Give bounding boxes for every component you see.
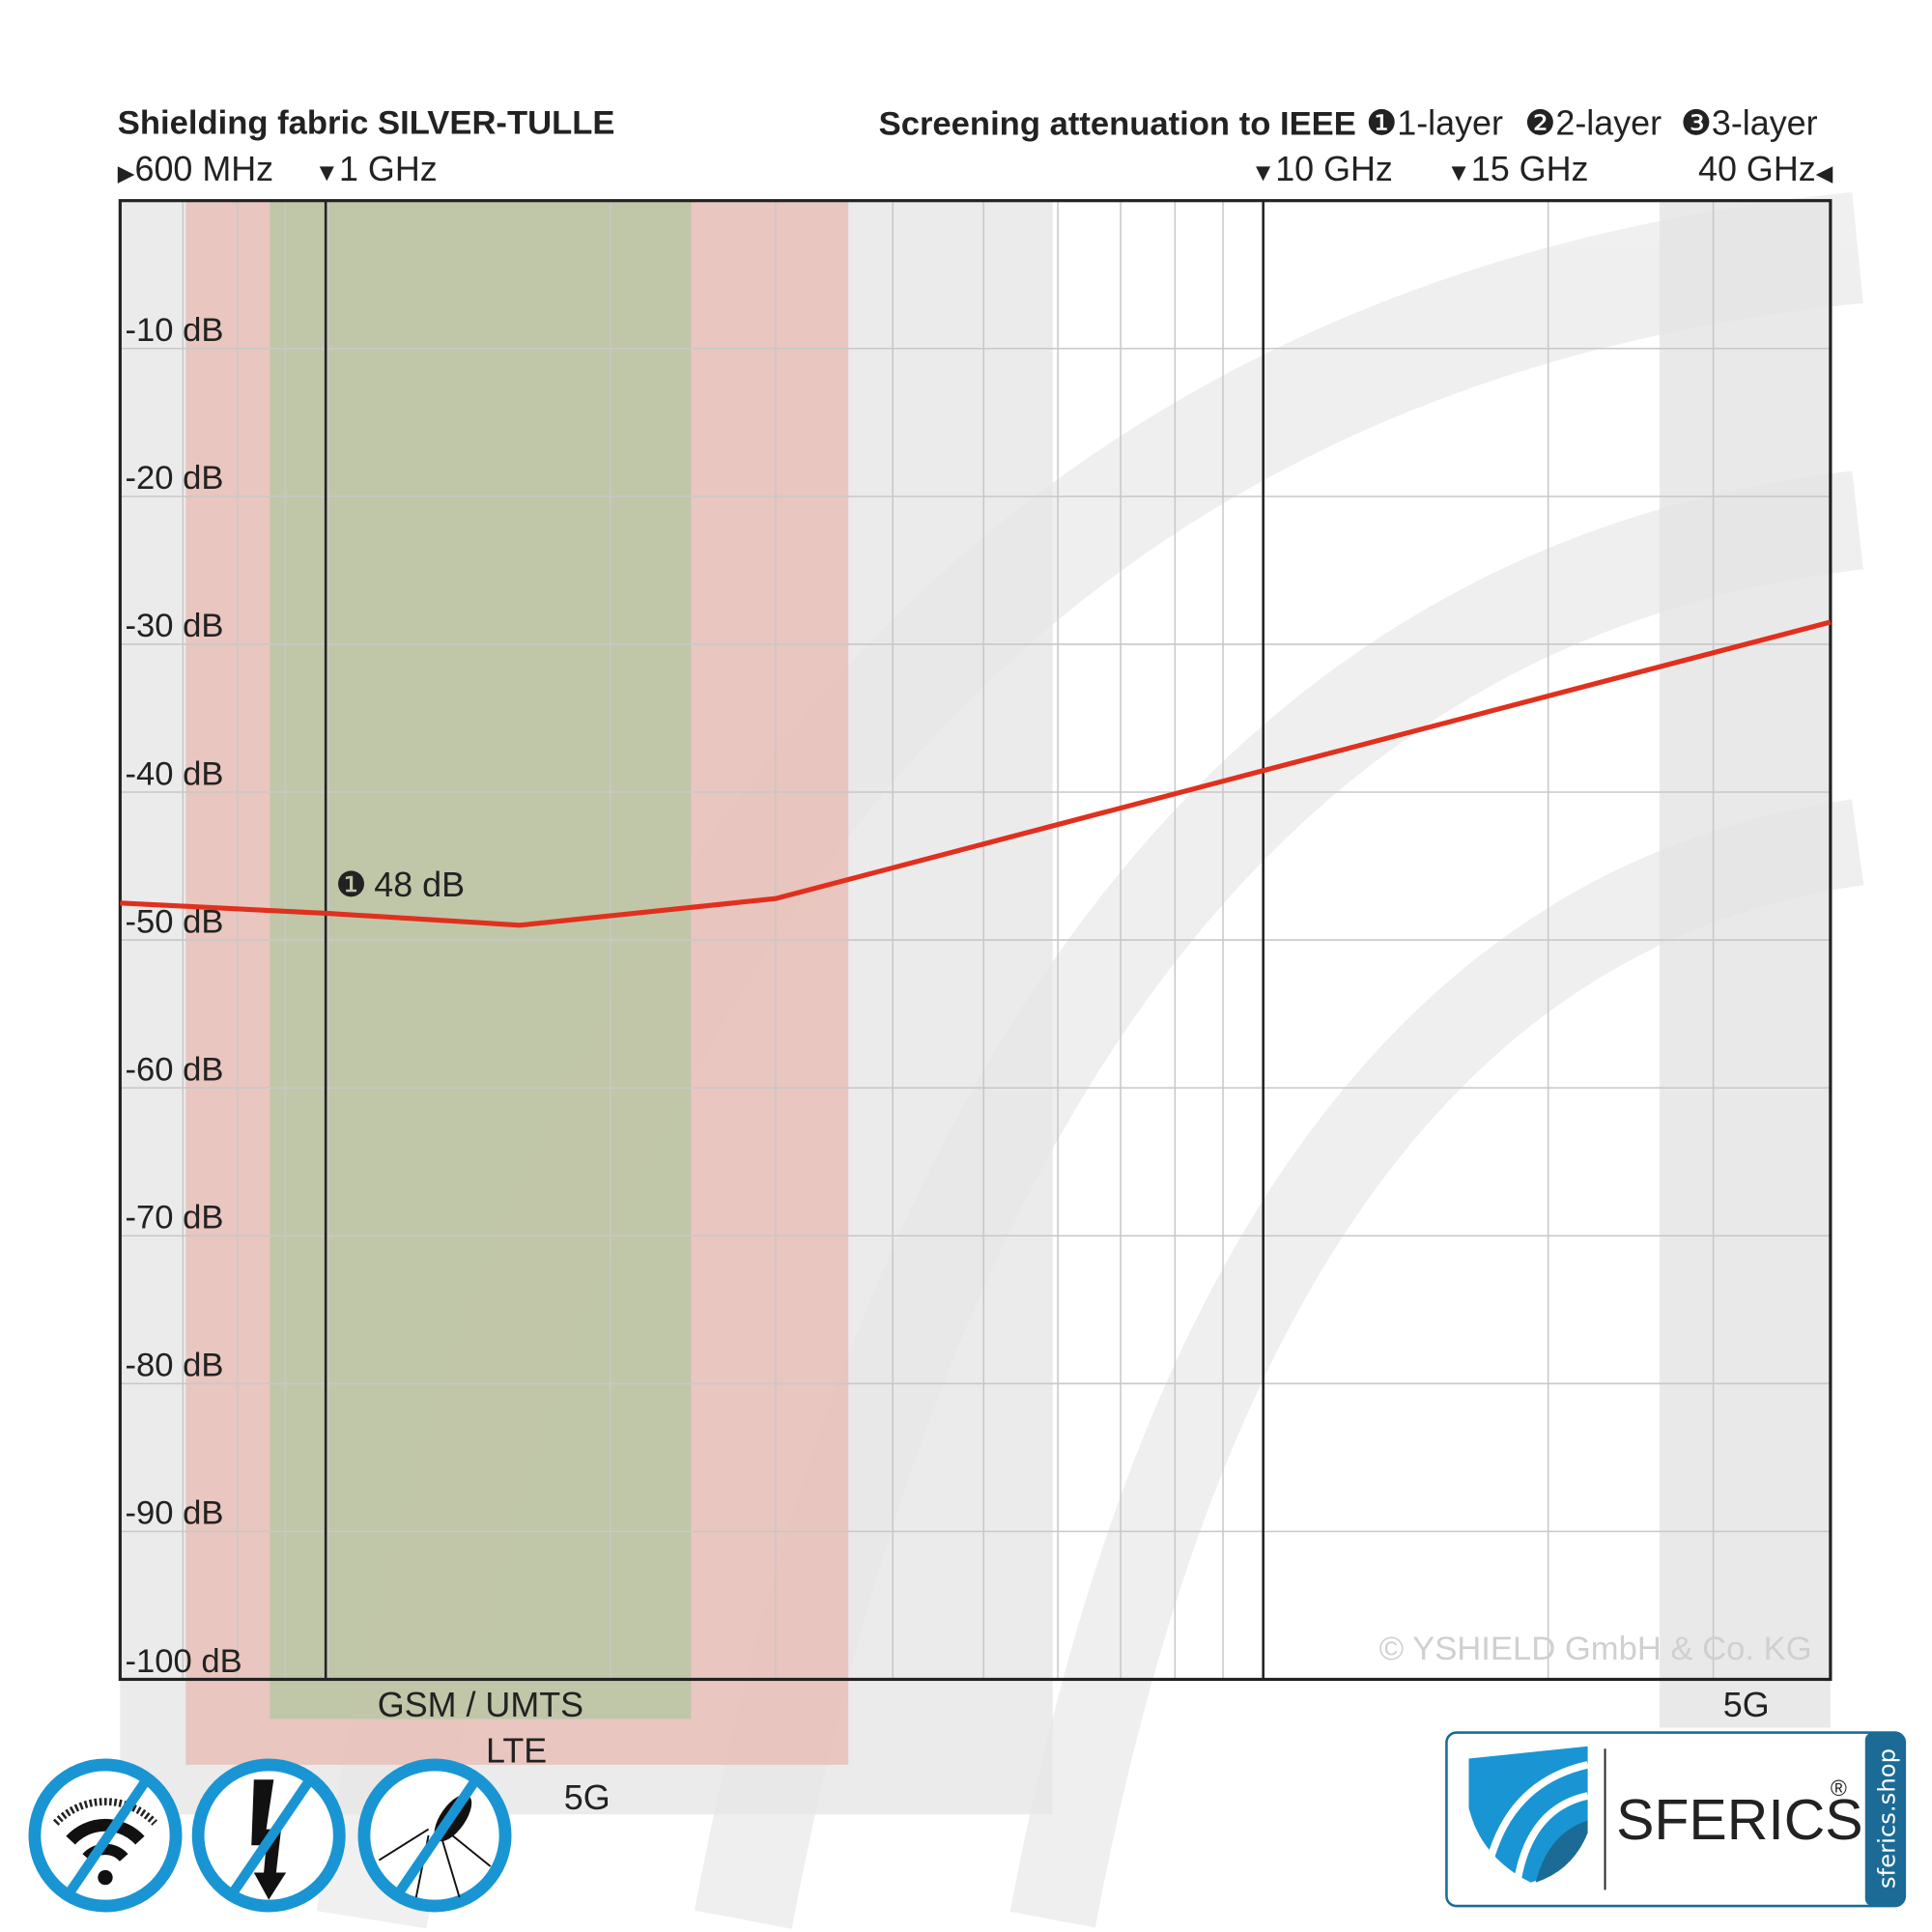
freq-marker-1ghz: ▼1 GHz	[315, 150, 438, 188]
logo-text: SFERICS	[1616, 1789, 1863, 1852]
chart-title: Shielding fabric SILVER-TULLE	[118, 104, 615, 141]
y-tick-label: -70 dB	[125, 1200, 223, 1236]
freq-marker-40ghz: 40 GHz◀	[1698, 150, 1833, 188]
grid	[120, 200, 1831, 1680]
y-tick-label: -20 dB	[125, 460, 223, 497]
band-label-gsm-umts: GSM / UMTS	[378, 1686, 583, 1724]
no-mosquito-icon	[357, 1758, 512, 1913]
series-line-1-layer	[120, 619, 1832, 928]
no-wifi-icon	[28, 1758, 183, 1913]
no-lightning-icon	[191, 1758, 346, 1913]
y-axis-labels: -10 dB-20 dB-30 dB-40 dB-50 dB-60 dB-70 …	[125, 312, 242, 1680]
y-tick-label: -100 dB	[125, 1643, 242, 1680]
y-tick-label: -90 dB	[125, 1495, 223, 1532]
freq-marker-15ghz: ▼15 GHz	[1446, 150, 1588, 188]
sferics-logo: SFERICS ® sferics.shop	[1445, 1731, 1907, 1908]
y-tick-label: -10 dB	[125, 312, 223, 349]
freq-marker-600mhz: ▶600 MHz	[118, 150, 273, 188]
legend-3: ❸3-layer	[1681, 104, 1818, 143]
annotation-48db: ❶ 48 dB	[335, 866, 465, 904]
band-label-5g-low: 5G	[564, 1778, 611, 1817]
logo-side-text: sferics.shop	[1873, 1748, 1901, 1889]
band-label-5g-high: 5G	[1723, 1686, 1770, 1724]
copyright: © YSHIELD GmbH & Co. KG	[1379, 1631, 1812, 1667]
y-tick-label: -40 dB	[125, 755, 223, 792]
chart-subtitle: Screening attenuation to IEEE	[879, 106, 1356, 143]
band-5g-high	[1659, 200, 1831, 1728]
freq-marker-10ghz: ▼10 GHz	[1251, 150, 1393, 188]
y-tick-label: -80 dB	[125, 1348, 223, 1384]
band-gsm-umts	[270, 200, 692, 1719]
legend-2: ❷2-layer	[1524, 104, 1662, 143]
y-tick-label: -30 dB	[125, 608, 223, 644]
legend-1: ❶1-layer	[1366, 104, 1503, 143]
plot-frame	[118, 199, 1833, 1682]
band-label-lte: LTE	[486, 1731, 547, 1770]
frequency-bands	[120, 200, 1831, 1815]
y-tick-label: -60 dB	[125, 1051, 223, 1088]
logo-registered: ®	[1831, 1776, 1847, 1801]
series-layer	[120, 619, 1832, 928]
